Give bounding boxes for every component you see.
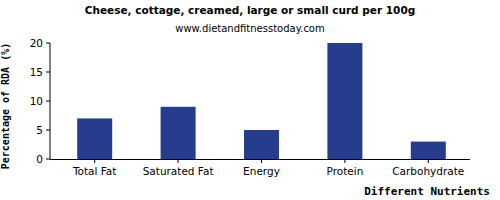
title: Cheese, cottage, creamed, large or small… bbox=[85, 4, 415, 16]
x-tick bbox=[344, 160, 345, 164]
x-tick bbox=[178, 160, 179, 164]
y-tick-label: 10 bbox=[30, 95, 43, 107]
y-axis-label: Percentage of RDA (%) bbox=[0, 43, 11, 169]
x-tick bbox=[94, 160, 95, 164]
y-tick bbox=[46, 159, 50, 160]
y-tick-label: 15 bbox=[30, 66, 43, 78]
x-tick-label: Carbohydrate bbox=[392, 165, 464, 177]
background bbox=[0, 0, 500, 200]
y-tick-label: 5 bbox=[36, 124, 43, 136]
x-tick-label: Protein bbox=[326, 165, 363, 177]
chart-container: Cheese, cottage, creamed, large or small… bbox=[0, 0, 500, 200]
x-tick-label: Total Fat bbox=[72, 165, 117, 177]
x-tick bbox=[428, 160, 429, 164]
y-tick bbox=[46, 130, 50, 131]
y-tick-label: 20 bbox=[30, 37, 43, 49]
y-tick bbox=[46, 101, 50, 102]
y-tick-label: 0 bbox=[36, 153, 43, 165]
x-axis-label: Different Nutrients bbox=[364, 185, 490, 198]
bar bbox=[244, 130, 279, 159]
bar bbox=[77, 118, 112, 159]
x-tick bbox=[261, 160, 262, 164]
bar bbox=[327, 43, 362, 159]
bars bbox=[77, 43, 446, 159]
y-tick bbox=[46, 72, 50, 73]
bar bbox=[411, 142, 446, 159]
y-tick bbox=[46, 43, 50, 44]
x-tick-label: Saturated Fat bbox=[143, 165, 214, 177]
chart-svg: Cheese, cottage, creamed, large or small… bbox=[0, 0, 500, 200]
x-tick-label: Energy bbox=[243, 165, 280, 177]
x-axis bbox=[50, 159, 470, 160]
subtitle: www.dietandfitnesstoday.com bbox=[175, 23, 324, 34]
bar bbox=[161, 107, 196, 159]
